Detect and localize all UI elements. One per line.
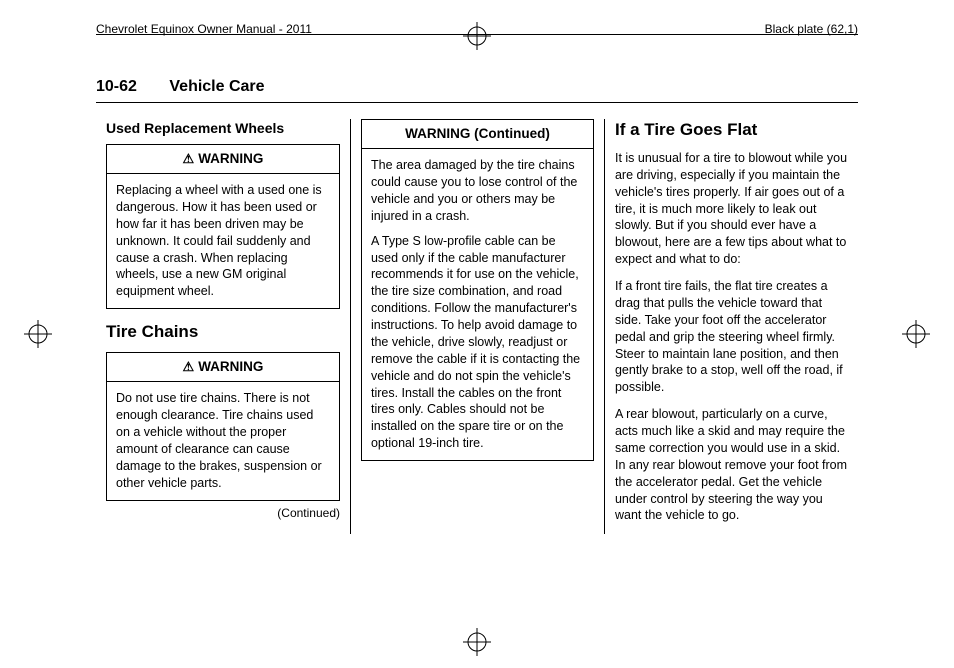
warning-label: WARNING (Continued) xyxy=(405,126,550,141)
print-header-rule xyxy=(96,34,858,35)
heading-used-replacement-wheels: Used Replacement Wheels xyxy=(106,119,340,138)
warning-box-tire-chains: ⚠WARNING Do not use tire chains. There i… xyxy=(106,352,340,500)
warning-box-continued: WARNING (Continued) The area damaged by … xyxy=(361,119,594,461)
heading-if-a-tire-goes-flat: If a Tire Goes Flat xyxy=(615,119,848,142)
section-title: Vehicle Care xyxy=(169,78,264,95)
warning-body: The area damaged by the tire chains coul… xyxy=(362,149,593,460)
warning-paragraph: The area damaged by the tire chains coul… xyxy=(371,157,584,225)
page-number: 10-62 xyxy=(96,78,137,95)
body-paragraph: It is unusual for a tire to blowout whil… xyxy=(615,150,848,268)
warning-icon: ⚠ xyxy=(183,359,195,374)
running-head: 10-62 Vehicle Care xyxy=(96,78,858,103)
registration-mark-top xyxy=(463,22,491,50)
body-paragraph: A rear blowout, particularly on a curve,… xyxy=(615,406,848,524)
warning-heading: ⚠WARNING xyxy=(107,145,339,174)
warning-paragraph: A Type S low-profile cable can be used o… xyxy=(371,233,584,452)
column-2: WARNING (Continued) The area damaged by … xyxy=(350,119,604,534)
warning-box-used-wheels: ⚠WARNING Replacing a wheel with a used o… xyxy=(106,144,340,309)
registration-mark-right xyxy=(902,320,930,348)
warning-label: WARNING xyxy=(198,151,263,166)
body-paragraph: If a front tire fails, the flat tire cre… xyxy=(615,278,848,396)
registration-mark-bottom xyxy=(463,628,491,656)
registration-mark-left xyxy=(24,320,52,348)
warning-icon: ⚠ xyxy=(183,151,195,166)
warning-body: Replacing a wheel with a used one is dan… xyxy=(107,174,339,308)
continued-label: (Continued) xyxy=(106,505,340,521)
warning-label: WARNING xyxy=(198,359,263,374)
column-1: Used Replacement Wheels ⚠WARNING Replaci… xyxy=(96,119,350,534)
column-3: If a Tire Goes Flat It is unusual for a … xyxy=(604,119,858,534)
warning-body: Do not use tire chains. There is not eno… xyxy=(107,382,339,499)
heading-tire-chains: Tire Chains xyxy=(106,321,340,344)
warning-heading-continued: WARNING (Continued) xyxy=(362,120,593,149)
warning-heading: ⚠WARNING xyxy=(107,353,339,382)
